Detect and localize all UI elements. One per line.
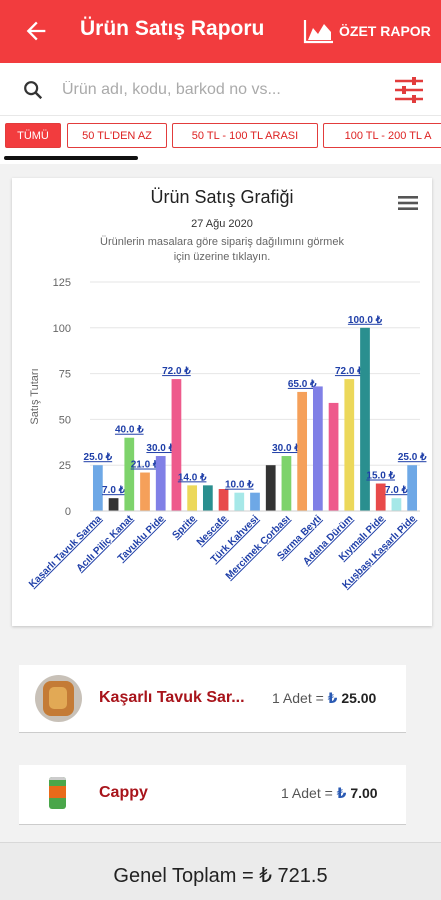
x-tick-label: Sprite [170,513,198,541]
chart-subtitle: Ürünlerin masalara göre sipariş dağılımı… [100,236,344,263]
chart-bar [234,492,245,511]
data-label: 7.0 ₺ [385,485,409,496]
data-label: 100.0 ₺ [348,315,383,326]
y-tick-label: 100 [53,323,71,335]
chart-bar [92,465,103,511]
app-bar: Ürün Satış Raporu ÖZET RAPOR [0,0,441,63]
chart-bar [391,498,402,511]
chip-50-100[interactable]: 50 TL - 100 TL ARASI [172,123,318,148]
chart-bar [124,437,135,511]
y-tick-label: 125 [53,277,71,289]
grand-total-bar: Genel Toplam = ₺ 721.5 [0,842,441,900]
chart-bar [202,485,213,511]
chart-bar [218,489,229,511]
chart-bar [328,402,339,511]
area-chart-icon [303,20,333,44]
data-label: 15.0 ₺ [366,471,395,482]
data-label: 10.0 ₺ [225,480,254,491]
chart-bar [155,456,166,511]
data-label: 72.0 ₺ [335,366,364,377]
product-name: Kaşarlı Tavuk Sar... [99,689,245,706]
grand-total: Genel Toplam = ₺ 721.5 [113,865,328,887]
currency-symbol: ₺ [327,690,338,706]
chip-under-50[interactable]: 50 TL'DEN AZ [67,123,167,148]
chart-bar [171,379,182,511]
chart-bar [407,465,418,511]
chart-bar [140,472,150,511]
chip-all[interactable]: TÜMÜ [5,123,61,148]
product-image [35,675,82,722]
data-label: 30.0 ₺ [272,443,301,454]
product-total: 1 Adet = ₺ 7.00 [281,785,378,802]
chart-bar [312,386,323,511]
filter-sliders-icon[interactable] [393,75,425,105]
chart-bar [360,327,370,511]
currency-symbol: ₺ [336,785,347,801]
y-tick-label: 50 [59,414,71,426]
search-icon [24,81,43,100]
data-label: 14.0 ₺ [178,472,207,483]
search-bar [0,63,441,116]
y-tick-label: 75 [59,369,71,381]
chart-date: 27 Ağu 2020 [191,218,253,230]
search-input[interactable] [62,73,362,107]
chart-bar [281,456,292,511]
data-label: 25.0 ₺ [398,452,427,463]
amount: 25.00 [341,690,377,706]
chart-bar [265,465,276,511]
chart-title: Ürün Satış Grafiği [150,187,294,207]
chart-bar [297,391,308,511]
data-label: 21.0 ₺ [131,460,160,471]
y-axis-title: Satış Tutarı [29,368,41,424]
qty-label: 1 Adet = [281,785,337,801]
chart-bar [108,498,119,511]
y-tick-label: 25 [59,460,71,472]
data-label: 25.0 ₺ [84,452,113,463]
back-arrow-icon[interactable] [22,17,50,45]
summary-report-button[interactable]: ÖZET RAPOR [303,18,431,44]
chip-scroll-indicator [4,156,138,160]
list-item[interactable]: Kaşarlı Tavuk Sar... 1 Adet = ₺ 25.00 [19,665,406,733]
product-image [49,777,66,809]
summary-report-label: ÖZET RAPOR [339,23,431,39]
data-label: 40.0 ₺ [115,425,144,436]
list-item[interactable]: Cappy 1 Adet = ₺ 7.00 [19,765,406,825]
product-name: Cappy [99,784,148,801]
data-label: 30.0 ₺ [146,443,175,454]
chart-bar [375,483,386,511]
product-total: 1 Adet = ₺ 25.00 [272,690,376,707]
data-label: 72.0 ₺ [162,366,191,377]
amount: 7.00 [350,785,378,801]
x-tick-label: Acılı Piliç Kanat [75,513,136,574]
qty-label: 1 Adet = [272,690,328,706]
chart-bar [187,485,198,511]
chip-100-200[interactable]: 100 TL - 200 TL A [323,123,441,148]
page-title: Ürün Satış Raporu [80,17,265,40]
chart-bar [250,492,260,511]
data-label: 65.0 ₺ [288,379,317,390]
filter-chips: TÜMÜ 50 TL'DEN AZ 50 TL - 100 TL ARASI 1… [0,116,441,164]
y-tick-label: 0 [65,506,71,518]
chart-menu-icon[interactable] [398,195,418,211]
data-label: 7.0 ₺ [102,485,126,496]
chart-card: Ürün Satış Grafiği 27 Ağu 2020 Ürünlerin… [12,178,432,626]
chart-bar [344,379,355,511]
